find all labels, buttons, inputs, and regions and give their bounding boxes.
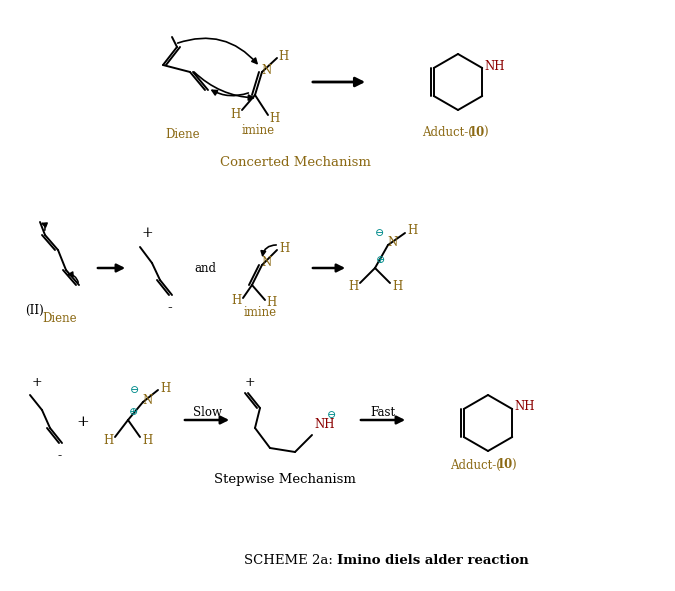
Text: Diene: Diene [165, 128, 200, 141]
Text: ⊕: ⊕ [128, 407, 138, 417]
Text: 10: 10 [469, 125, 485, 138]
Text: N: N [388, 236, 398, 249]
Text: N: N [143, 394, 153, 407]
Text: Slow: Slow [192, 405, 221, 418]
Text: imine: imine [242, 124, 275, 137]
Text: and: and [194, 261, 216, 274]
Text: H: H [231, 294, 241, 307]
Text: (II): (II) [25, 304, 44, 317]
Text: Diene: Diene [43, 311, 78, 324]
Text: imine: imine [244, 306, 277, 319]
Text: H: H [279, 242, 289, 255]
Text: H: H [266, 297, 276, 310]
Text: SCHEME 2a:: SCHEME 2a: [244, 554, 337, 567]
Text: H: H [407, 225, 417, 238]
Text: Concerted Mechanism: Concerted Mechanism [219, 155, 371, 168]
Text: Adduct-(: Adduct-( [423, 125, 473, 138]
Text: H: H [230, 108, 240, 121]
Text: NH: NH [314, 418, 335, 431]
Text: Stepwise Mechanism: Stepwise Mechanism [214, 473, 356, 486]
Text: NH: NH [484, 60, 504, 73]
Text: H: H [278, 50, 288, 63]
Text: H: H [160, 382, 170, 395]
Text: ⊖: ⊖ [375, 228, 385, 238]
Text: ⊖: ⊖ [130, 385, 140, 395]
Text: Imino diels alder reaction: Imino diels alder reaction [337, 554, 529, 567]
Text: N: N [262, 256, 272, 269]
Text: Adduct-(: Adduct-( [451, 459, 502, 472]
Text: H: H [392, 280, 402, 293]
Text: H: H [103, 434, 113, 446]
Text: 10: 10 [497, 459, 513, 472]
Text: ): ) [483, 125, 487, 138]
Text: +: + [77, 415, 89, 429]
Text: +: + [32, 375, 43, 388]
Text: H: H [269, 112, 279, 125]
Text: N: N [262, 63, 272, 76]
Text: H: H [142, 434, 152, 446]
Text: -: - [167, 301, 172, 315]
Text: Fast: Fast [371, 405, 396, 418]
Text: NH: NH [514, 401, 535, 414]
Text: +: + [141, 226, 153, 240]
Text: ⊖: ⊖ [327, 410, 337, 420]
Text: ): ) [511, 459, 515, 472]
Text: ⊕: ⊕ [375, 255, 385, 265]
Text: +: + [244, 375, 255, 388]
Text: H: H [348, 280, 358, 293]
Text: -: - [58, 450, 62, 463]
